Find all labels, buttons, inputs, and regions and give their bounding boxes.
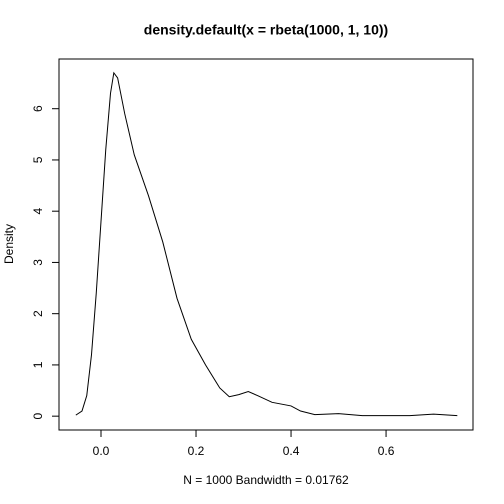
density-line	[75, 71, 458, 417]
y-tick-label: 4	[31, 208, 45, 215]
y-tick-label: 6	[31, 105, 45, 112]
y-tick-label: 3	[31, 259, 45, 266]
y-tick-label: 1	[31, 361, 45, 368]
y-tick-label: 2	[31, 310, 45, 317]
plot-box	[58, 58, 474, 431]
x-axis-label: N = 1000 Bandwidth = 0.01762	[183, 473, 349, 487]
x-tick-label: 0.6	[378, 444, 395, 458]
y-axis-label: Density	[2, 224, 16, 264]
chart-title: density.default(x = rbeta(1000, 1, 10))	[144, 22, 388, 38]
x-tick-label: 0.2	[188, 444, 205, 458]
x-tick-label: 0.4	[283, 444, 300, 458]
x-tick-label: 0.0	[93, 444, 110, 458]
y-tick-label: 0	[31, 413, 45, 420]
y-tick-label: 5	[31, 156, 45, 163]
